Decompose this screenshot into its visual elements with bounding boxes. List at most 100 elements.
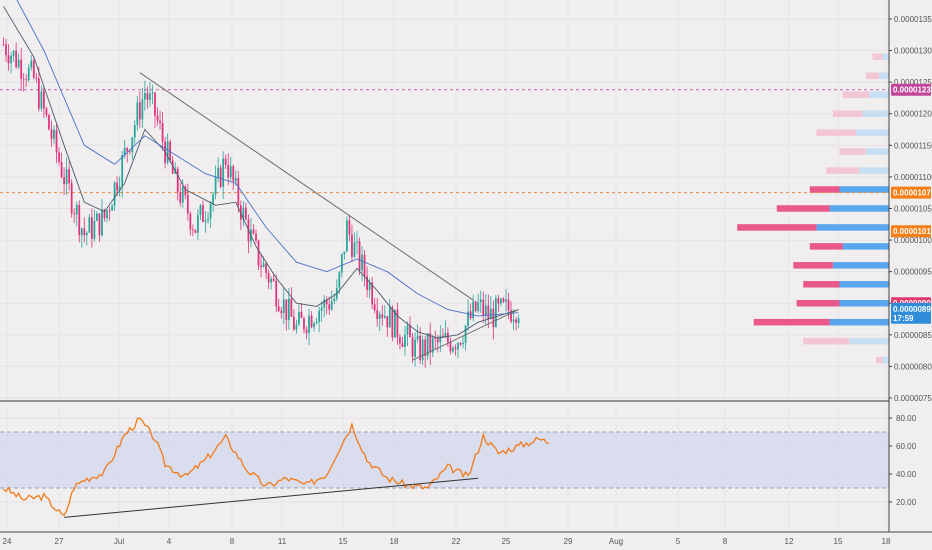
candle-body bbox=[25, 79, 28, 81]
candle-body bbox=[368, 282, 371, 290]
candle-body bbox=[197, 215, 199, 233]
volume-profile-down-bar bbox=[816, 129, 856, 136]
candle-body bbox=[55, 129, 58, 153]
price-tag-label: 0.00001075 bbox=[893, 189, 932, 198]
candle-body bbox=[280, 311, 283, 314]
candle-body bbox=[103, 209, 106, 219]
candle-body bbox=[2, 44, 5, 46]
candle-body bbox=[512, 319, 515, 322]
candle-body bbox=[48, 114, 50, 130]
price-trendlines bbox=[139, 72, 519, 361]
time-axis-tick-label: 24 bbox=[3, 537, 12, 546]
candle-body bbox=[376, 310, 379, 319]
price-axis-tick-label: 0.00001350 bbox=[894, 15, 932, 24]
candle-body bbox=[356, 241, 358, 243]
candle-body bbox=[133, 125, 136, 138]
candle-body bbox=[60, 162, 63, 178]
candle-body bbox=[409, 325, 411, 338]
price-axis-tick-label: 0.00001100 bbox=[894, 173, 932, 182]
candle-body bbox=[35, 77, 38, 79]
candle-body bbox=[83, 228, 86, 236]
time-axis-tick-label: Aug bbox=[609, 537, 623, 546]
candle-body bbox=[176, 168, 179, 193]
candle-body bbox=[234, 178, 237, 182]
rsi-axis-tick-label: 60.00 bbox=[896, 442, 917, 451]
price-grid bbox=[0, 18, 889, 399]
volume-profile-up-bar bbox=[829, 205, 889, 212]
candle-body bbox=[489, 308, 492, 320]
price-tag-label: 0.00001238 bbox=[893, 86, 932, 95]
candle-body bbox=[40, 91, 43, 109]
candle-body bbox=[300, 311, 303, 319]
candle-body bbox=[63, 177, 65, 185]
candle-body bbox=[315, 321, 318, 324]
candle-body bbox=[111, 205, 113, 211]
volume-profile-up-bar bbox=[859, 167, 889, 174]
moving-average-line bbox=[16, 0, 519, 317]
candle-body bbox=[242, 207, 245, 220]
candle-body bbox=[204, 220, 207, 222]
rsi-axis[interactable]: 20.00 40.00 60.00 80.00 bbox=[889, 414, 917, 507]
candle-body bbox=[214, 177, 217, 195]
candle-body bbox=[171, 160, 174, 174]
candle-body bbox=[118, 186, 121, 191]
time-axis-tick-label: 25 bbox=[502, 537, 511, 546]
candle-body bbox=[479, 299, 482, 303]
candle-body bbox=[411, 337, 414, 357]
candle-body bbox=[128, 151, 131, 153]
candle-body bbox=[396, 309, 399, 338]
candle-body bbox=[257, 240, 260, 266]
volume-profile-down-bar bbox=[803, 281, 840, 288]
candle-body bbox=[348, 220, 351, 235]
candle-body bbox=[156, 115, 159, 121]
candle-body bbox=[285, 299, 288, 321]
price-trendline bbox=[139, 72, 474, 301]
volume-profile-up-bar bbox=[839, 281, 889, 288]
candle-body bbox=[353, 242, 356, 257]
candle-body bbox=[351, 234, 353, 257]
candle-body bbox=[267, 272, 270, 283]
candle-body bbox=[313, 323, 315, 328]
volume-profile-down-bar bbox=[796, 299, 840, 307]
candle-body bbox=[237, 178, 240, 206]
candle-body bbox=[270, 278, 273, 283]
time-axis[interactable]: 24 27 Jul 4 8 11 15 18 22 25 29 Aug 5 8 12 15 18 bbox=[3, 537, 891, 546]
candle-body bbox=[320, 307, 323, 311]
candle-body bbox=[318, 310, 321, 322]
candle-body bbox=[366, 276, 368, 290]
volume-profile-down-bar bbox=[753, 318, 830, 326]
volume-profile-down-bar bbox=[839, 148, 866, 155]
candle-body bbox=[217, 167, 220, 178]
rsi-band bbox=[0, 431, 889, 489]
candle-body bbox=[181, 186, 184, 203]
volume-profile-up-bar bbox=[849, 337, 889, 345]
volume-profile-down-bar bbox=[832, 110, 863, 117]
candle-body bbox=[219, 167, 222, 187]
candle-body bbox=[75, 204, 78, 215]
volume-profile-down-bar bbox=[872, 53, 883, 61]
candle-body bbox=[449, 342, 452, 352]
candle-body bbox=[151, 92, 154, 94]
candle-body bbox=[159, 120, 161, 124]
price-tag-label: 17:59 bbox=[893, 314, 914, 323]
candle-body bbox=[149, 93, 151, 100]
candle-body bbox=[494, 298, 497, 328]
candle-body bbox=[444, 332, 447, 337]
candle-body bbox=[272, 278, 275, 281]
candle-body bbox=[343, 251, 346, 255]
candle-body bbox=[252, 229, 255, 234]
time-axis-tick-label: 4 bbox=[167, 537, 172, 546]
candle-body bbox=[166, 141, 169, 163]
candle-body bbox=[429, 333, 432, 353]
candle-body bbox=[383, 315, 386, 318]
candle-body bbox=[462, 342, 464, 345]
price-axis-tick-label: 0.00001150 bbox=[894, 141, 932, 150]
candle-body bbox=[194, 229, 197, 233]
candle-body bbox=[452, 347, 454, 352]
candle-body bbox=[338, 272, 341, 289]
candle-body bbox=[497, 298, 500, 304]
volume-profile-up-bar bbox=[816, 224, 889, 231]
